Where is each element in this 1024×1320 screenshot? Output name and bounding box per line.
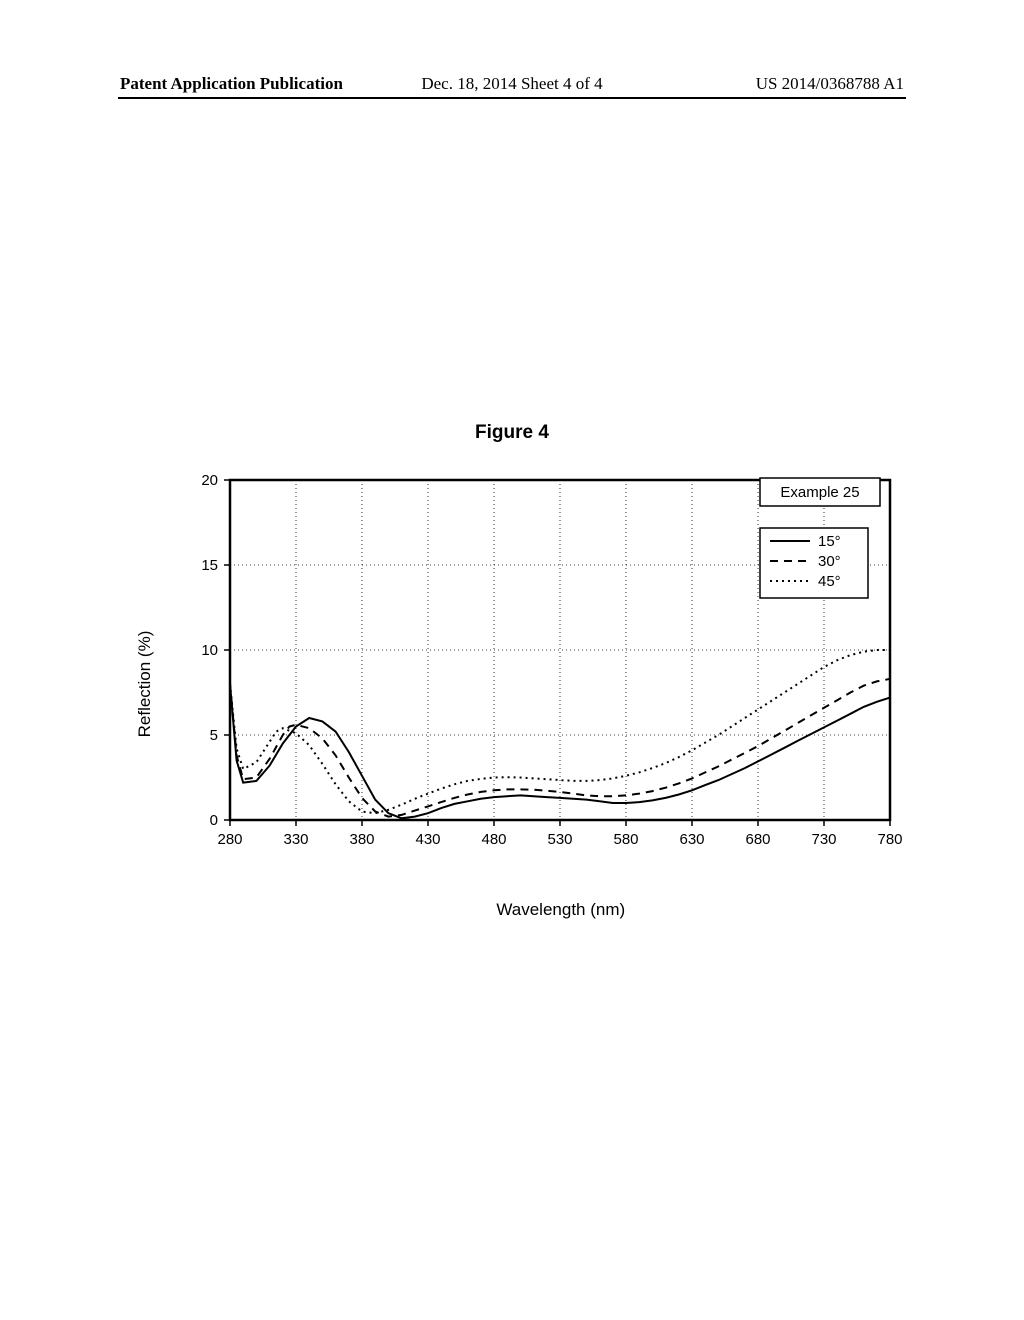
header-rule [118, 97, 906, 99]
svg-text:45°: 45° [818, 573, 841, 590]
svg-text:10: 10 [201, 642, 218, 659]
svg-text:730: 730 [811, 831, 836, 848]
header-right: US 2014/0368788 A1 [756, 74, 904, 94]
svg-text:630: 630 [679, 831, 704, 848]
svg-text:20: 20 [201, 472, 218, 489]
svg-text:30°: 30° [818, 553, 841, 570]
x-axis-label: Wavelength (nm) [496, 900, 625, 920]
svg-text:330: 330 [283, 831, 308, 848]
svg-text:280: 280 [217, 831, 242, 848]
figure-title: Figure 4 [0, 422, 1024, 444]
header-center: Dec. 18, 2014 Sheet 4 of 4 [421, 74, 602, 94]
svg-text:680: 680 [745, 831, 770, 848]
svg-text:0: 0 [210, 812, 218, 829]
svg-text:Example 25: Example 25 [780, 484, 859, 501]
page: Patent Application Publication Dec. 18, … [0, 0, 1024, 1320]
svg-text:15°: 15° [818, 533, 841, 550]
svg-text:430: 430 [415, 831, 440, 848]
svg-text:480: 480 [481, 831, 506, 848]
svg-text:580: 580 [613, 831, 638, 848]
svg-text:15: 15 [201, 557, 218, 574]
svg-text:380: 380 [349, 831, 374, 848]
page-header: Patent Application Publication Dec. 18, … [120, 74, 904, 94]
chart-container: Reflection (%) 2803303804304805305806306… [160, 470, 910, 910]
chart-svg: 280 330 380 430 480 530 580 630 680 730 780 0 5 10 15 2… [160, 470, 910, 880]
svg-text:780: 780 [877, 831, 902, 848]
svg-text:5: 5 [210, 727, 218, 744]
svg-text:530: 530 [547, 831, 572, 848]
header-left: Patent Application Publication [120, 74, 343, 94]
y-axis-label: Reflection (%) [135, 631, 155, 738]
